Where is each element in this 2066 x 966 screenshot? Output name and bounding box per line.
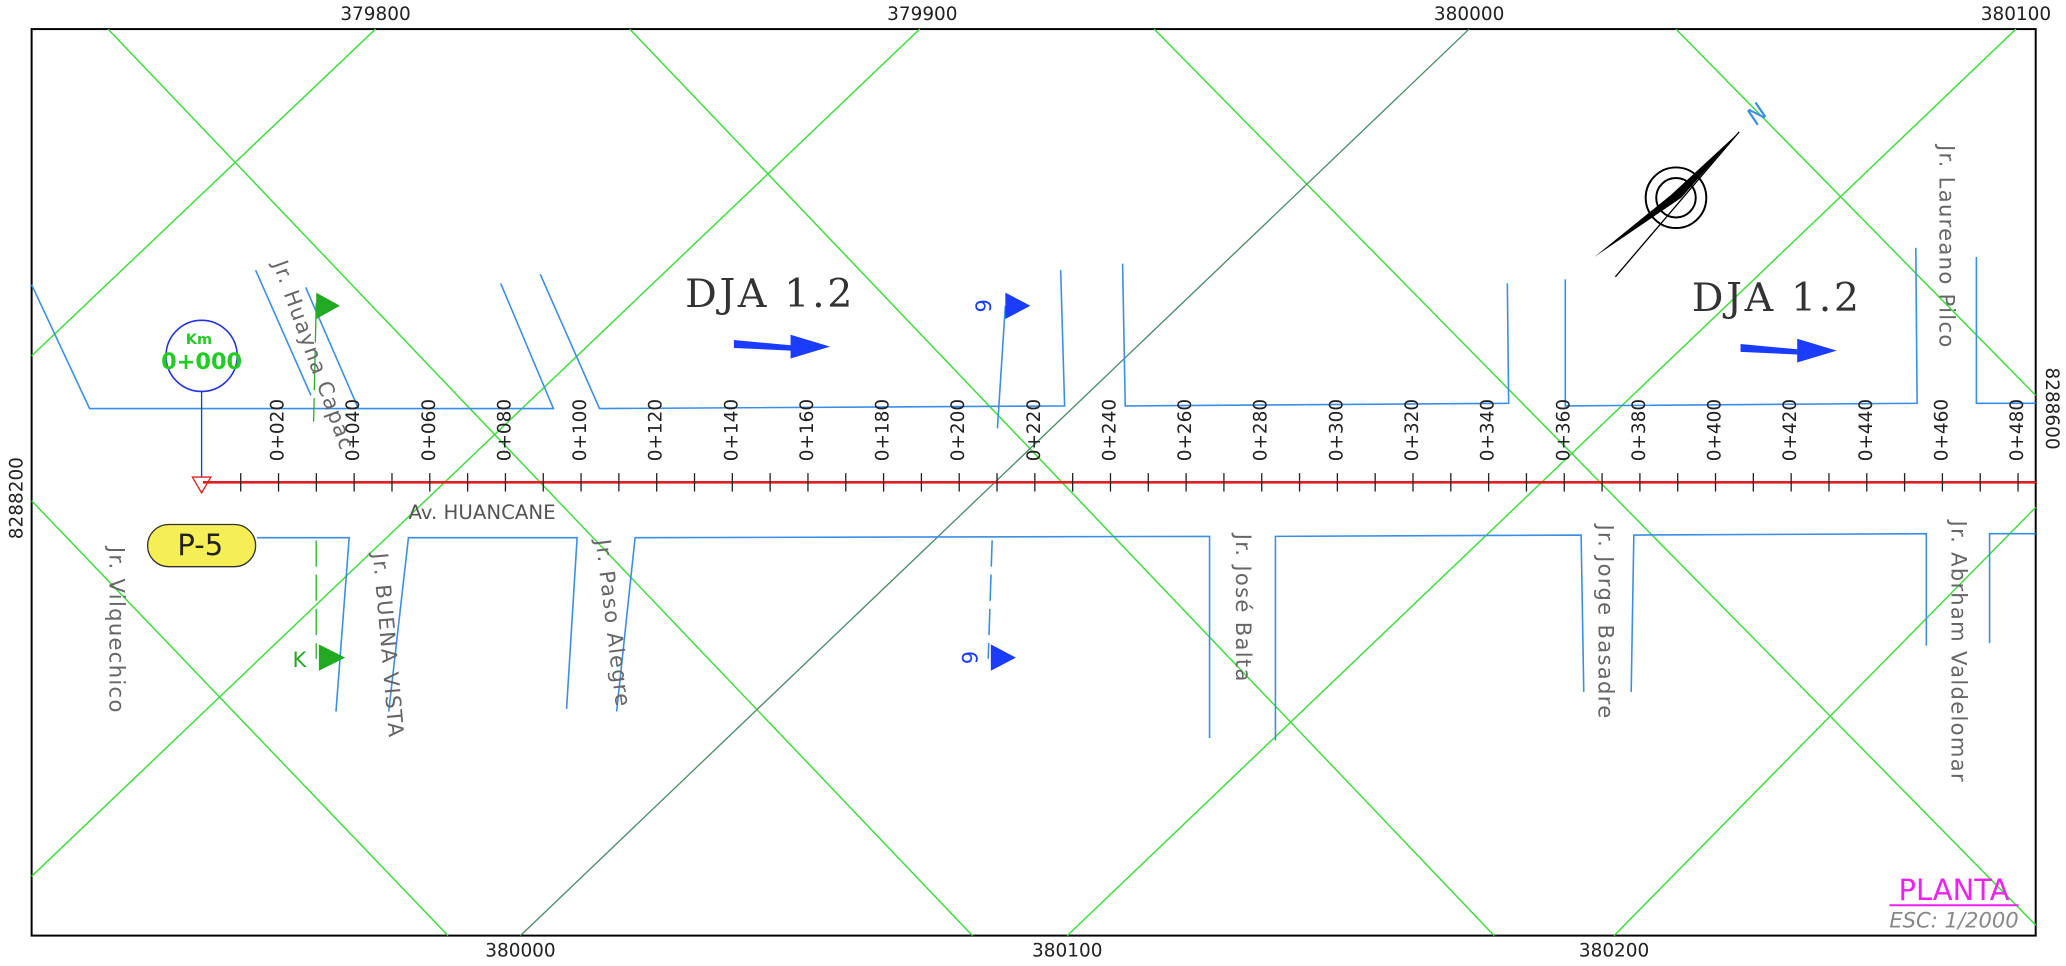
station-label: 0+320 [1402, 399, 1423, 461]
station-label: 0+420 [1780, 399, 1801, 461]
station-label: 0+020 [268, 399, 289, 461]
street-name: Jr. José Balta [1231, 532, 1256, 683]
km-label: Km [186, 332, 212, 348]
station-label: 0+080 [494, 399, 515, 461]
coord-label: 379900 [887, 4, 957, 25]
station-label: 0+180 [873, 399, 894, 461]
station-label: 0+260 [1175, 399, 1196, 461]
street-name: Jr. Abrham Valdelomar [1946, 519, 1971, 783]
station-label: 0+060 [419, 399, 440, 461]
station-label: 0+400 [1705, 399, 1726, 461]
station-label: 0+460 [1931, 399, 1952, 461]
avenue-label: Av. HUANCANE [408, 501, 555, 524]
flow-direction: DJA 1.2 DJA 1.2 [685, 271, 1862, 363]
street-name: Jr. Laureano Pilco [1935, 143, 1960, 349]
coord-label: 379800 [340, 4, 410, 25]
start-marker: Km 0+000 [161, 319, 242, 495]
station-label: 0+040 [343, 399, 364, 461]
street-name: Jr. Vilquechico [104, 545, 129, 714]
station-label: 0+340 [1478, 399, 1499, 461]
coord-label: 380200 [1579, 941, 1649, 962]
section-label: 9 [971, 299, 996, 312]
coord-label: 8288600 [2041, 367, 2062, 449]
grid-coordinates: 379800 379900 380000 380100 380000 38010… [6, 4, 2062, 962]
coord-label: 380100 [1981, 4, 2051, 25]
station-label: 0+160 [797, 399, 818, 461]
section-marks: 9 9 K [293, 292, 1031, 672]
station-label: 0+240 [1099, 399, 1120, 461]
street-edges [30, 247, 2036, 741]
station-label: 0+300 [1326, 399, 1347, 461]
street-name: Jr. Jorge Basadre [1593, 523, 1618, 720]
flow-label: DJA 1.2 [1692, 275, 1862, 321]
station-label: 0+360 [1553, 399, 1574, 461]
coord-label: 380000 [485, 941, 555, 962]
station-label: 0+280 [1251, 399, 1272, 461]
station-label: 0+200 [948, 399, 969, 461]
flow-label: DJA 1.2 [685, 271, 855, 317]
station-labels: 0+020 0+040 0+060 0+080 0+100 0+120 0+140 0+160… [240, 399, 2028, 492]
plan-title: PLANTA [1898, 873, 2009, 907]
station-label: 0+380 [1629, 399, 1650, 461]
station-label: 0+480 [2007, 399, 2028, 461]
station-label: 0+440 [1856, 399, 1877, 461]
section-label: 9 [958, 651, 983, 664]
station-label: 0+100 [570, 399, 591, 461]
plan-scale: ESC: 1/2000 [1889, 908, 2018, 933]
k-label: K [293, 647, 308, 672]
coord-label: 380100 [1032, 941, 1102, 962]
station-label: 0+140 [721, 399, 742, 461]
station-label: 0+120 [646, 399, 667, 461]
p5-marker: P-5 [146, 523, 257, 568]
title-block: PLANTA ESC: 1/2000 [1889, 873, 2018, 933]
marker-label: P-5 [177, 528, 223, 562]
coord-label: 380000 [1434, 4, 1504, 25]
station-label: 0+220 [1024, 399, 1045, 461]
coord-label: 8288200 [6, 457, 27, 539]
start-station: 0+000 [161, 349, 242, 375]
